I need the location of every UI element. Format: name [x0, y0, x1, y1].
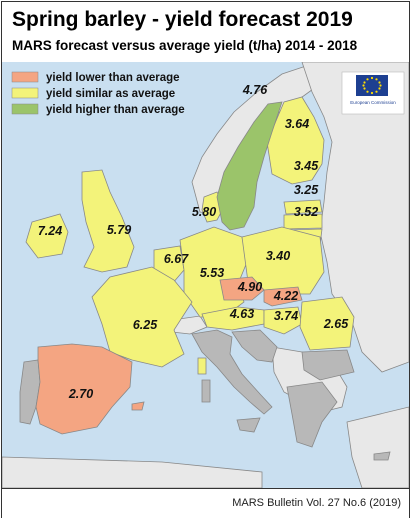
czechia [219, 276, 265, 301]
sicily [236, 417, 261, 433]
label-sweden: 4.76 [242, 83, 268, 97]
romania [299, 296, 355, 351]
corsica [197, 357, 207, 375]
label-lithuania: 3.52 [294, 205, 318, 219]
north-africa-land [2, 456, 263, 488]
cyprus [373, 451, 391, 461]
label-romania: 2.65 [323, 317, 349, 331]
label-estonia: 3.45 [294, 159, 319, 173]
label-germany: 5.53 [200, 266, 224, 280]
slovakia [263, 286, 303, 307]
latvia [283, 213, 323, 230]
balearic-islands [131, 401, 145, 411]
legend-label-similar: yield similar as average [46, 88, 175, 100]
map-title: Spring barley - yield forecast 2019 [12, 8, 353, 31]
logo-text: European Commission [350, 100, 396, 105]
sweden [216, 101, 283, 231]
label-benelux: 6.67 [164, 252, 189, 266]
label-denmark: 5.80 [192, 205, 216, 219]
legend-swatch-lower [11, 71, 39, 83]
slovenia-croatia [231, 329, 278, 363]
label-finland: 3.64 [285, 117, 309, 131]
footer: MARS Bulletin Vol. 27 No.6 (2019) [2, 488, 409, 518]
european-commission-logo: European Commission [341, 71, 405, 115]
greece [286, 381, 338, 448]
header: Spring barley - yield forecast 2019 MARS… [2, 2, 409, 64]
legend-swatch-higher [11, 103, 39, 115]
legend-label-higher: yield higher than average [46, 104, 185, 116]
footer-credit: MARS Bulletin Vol. 27 No.6 (2019) [232, 497, 401, 509]
label-poland: 3.40 [266, 249, 290, 263]
spain [35, 343, 133, 435]
eu-stars-icon [362, 76, 382, 95]
label-czechia: 4.90 [237, 280, 262, 294]
france [91, 266, 193, 368]
sardinia [201, 379, 211, 403]
label-ireland: 7.24 [38, 224, 62, 238]
eu-flag-icon [356, 75, 388, 96]
legend-label-lower: yield lower than average [46, 72, 180, 84]
finland [266, 96, 325, 185]
italy [191, 329, 273, 415]
label-france: 6.25 [133, 318, 158, 332]
legend-swatch-similar [11, 87, 39, 99]
uk [81, 169, 135, 273]
hungary [263, 306, 303, 335]
label-uk: 5.79 [107, 223, 131, 237]
map-subtitle: MARS forecast versus average yield (t/ha… [12, 38, 358, 53]
label-hungary: 3.74 [274, 309, 298, 323]
label-latvia: 3.25 [294, 183, 319, 197]
legend: yield lower than average yield similar a… [11, 71, 185, 116]
bulgaria [301, 349, 355, 381]
turkey-land [346, 406, 409, 488]
ireland [25, 213, 69, 259]
russia-belarus-ukraine-land [301, 62, 409, 373]
label-austria: 4.63 [229, 307, 254, 321]
europe-map: yield lower than average yield similar a… [2, 62, 409, 488]
label-spain: 2.70 [68, 387, 93, 401]
label-slovakia: 4.22 [273, 289, 298, 303]
estonia [283, 199, 323, 215]
